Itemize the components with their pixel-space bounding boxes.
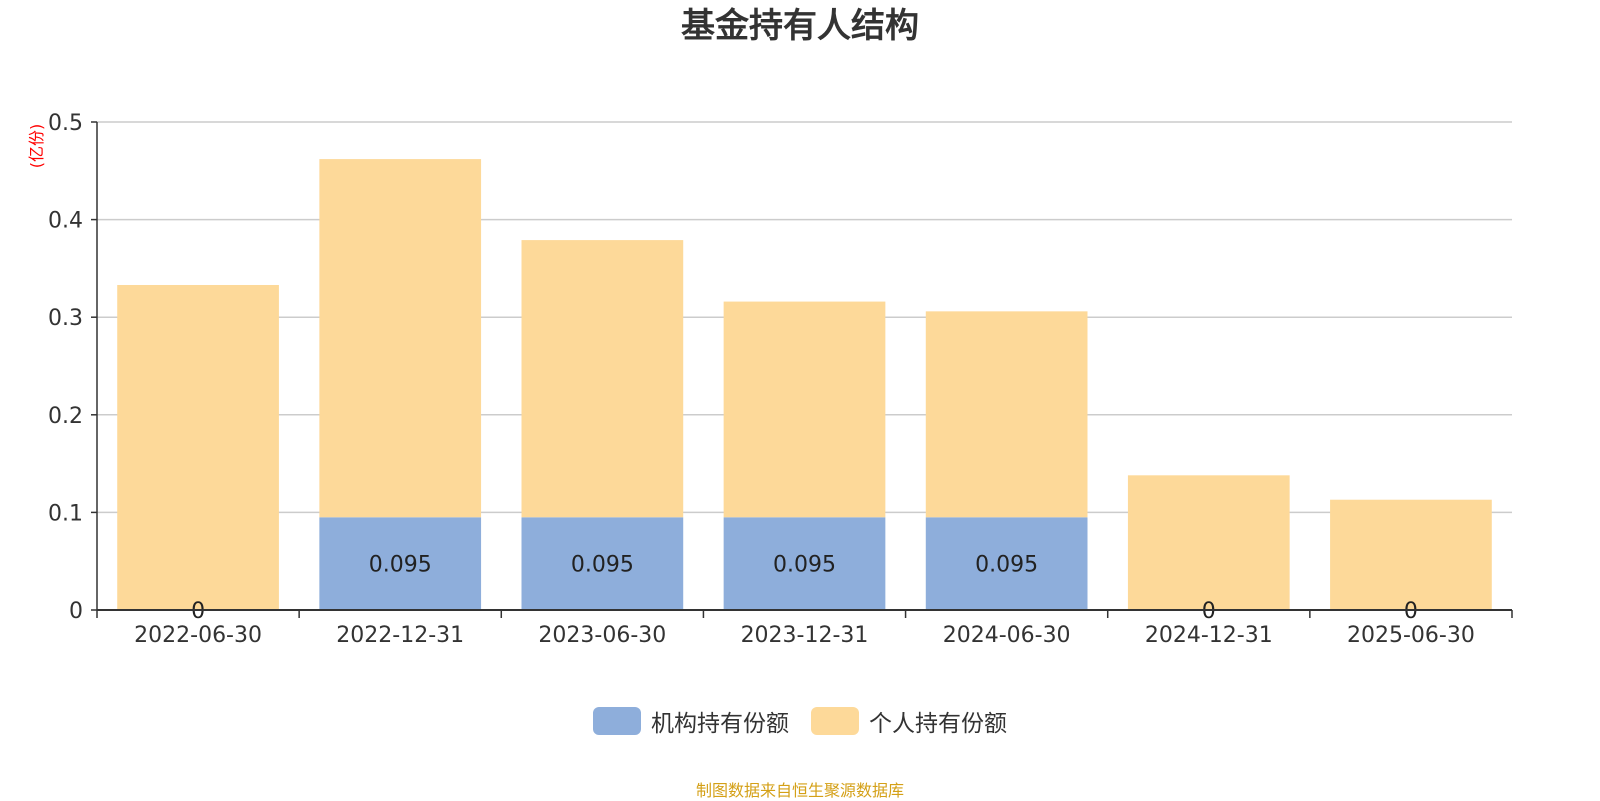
x-tick-label: 2022-12-31: [336, 623, 464, 648]
data-label-institutional: 0.095: [571, 553, 634, 578]
legend-swatch-institutional: [593, 707, 641, 735]
x-tick-label: 2023-06-30: [538, 623, 666, 648]
bar-individual[interactable]: [521, 240, 684, 518]
data-label-institutional: 0: [1404, 599, 1418, 624]
data-label-institutional: 0: [1202, 599, 1216, 624]
legend-item-individual[interactable]: 个人持有份额: [811, 704, 1007, 738]
x-tick-label: 2025-06-30: [1347, 623, 1475, 648]
y-tick-label: 0.3: [48, 306, 83, 331]
bar-institutional[interactable]: [521, 517, 684, 610]
bars: [117, 159, 1492, 610]
data-label-institutional: 0: [191, 599, 205, 624]
y-tick-label: 0: [69, 599, 83, 624]
y-axis-title: (亿份): [27, 124, 46, 169]
x-tick-label: 2022-06-30: [134, 623, 262, 648]
legend: 机构持有份额 个人持有份额: [0, 704, 1600, 738]
y-tick-label: 0.4: [48, 209, 83, 234]
legend-swatch-individual: [811, 707, 859, 735]
bar-individual[interactable]: [925, 311, 1088, 518]
legend-label-individual: 个人持有份额: [869, 711, 1007, 737]
bar-individual[interactable]: [1330, 499, 1492, 610]
data-label-institutional: 0.095: [369, 553, 432, 578]
data-label-institutional: 0.095: [773, 553, 836, 578]
x-tick-label: 2024-06-30: [943, 623, 1071, 648]
x-tick-label: 2024-12-31: [1145, 623, 1273, 648]
bar-institutional[interactable]: [925, 517, 1088, 610]
source-note: 制图数据来自恒生聚源数据库: [695, 781, 904, 800]
bar-institutional[interactable]: [319, 517, 482, 610]
bar-individual[interactable]: [117, 284, 279, 610]
y-tick-label: 0.1: [48, 501, 83, 526]
y-tick-label: 0.2: [48, 404, 83, 429]
axes: 0 0.1 0.2 0.3 0.4 0.5 2022-06-30 2022-12-31 2023…: [48, 111, 1513, 648]
bar-institutional[interactable]: [723, 517, 886, 610]
legend-item-institutional[interactable]: 机构持有份额: [593, 704, 789, 738]
chart-title: 基金持有人结构: [681, 6, 919, 46]
x-tick-label: 2023-12-31: [741, 623, 869, 648]
data-label-institutional: 0.095: [975, 553, 1038, 578]
y-tick-label: 0.5: [48, 111, 83, 136]
bar-individual[interactable]: [723, 301, 886, 518]
bar-individual[interactable]: [319, 159, 482, 518]
legend-label-institutional: 机构持有份额: [651, 711, 789, 737]
data-labels: 0 0.095 0.095 0.095 0.095 0 0: [191, 553, 1418, 624]
bar-individual[interactable]: [1127, 475, 1290, 610]
